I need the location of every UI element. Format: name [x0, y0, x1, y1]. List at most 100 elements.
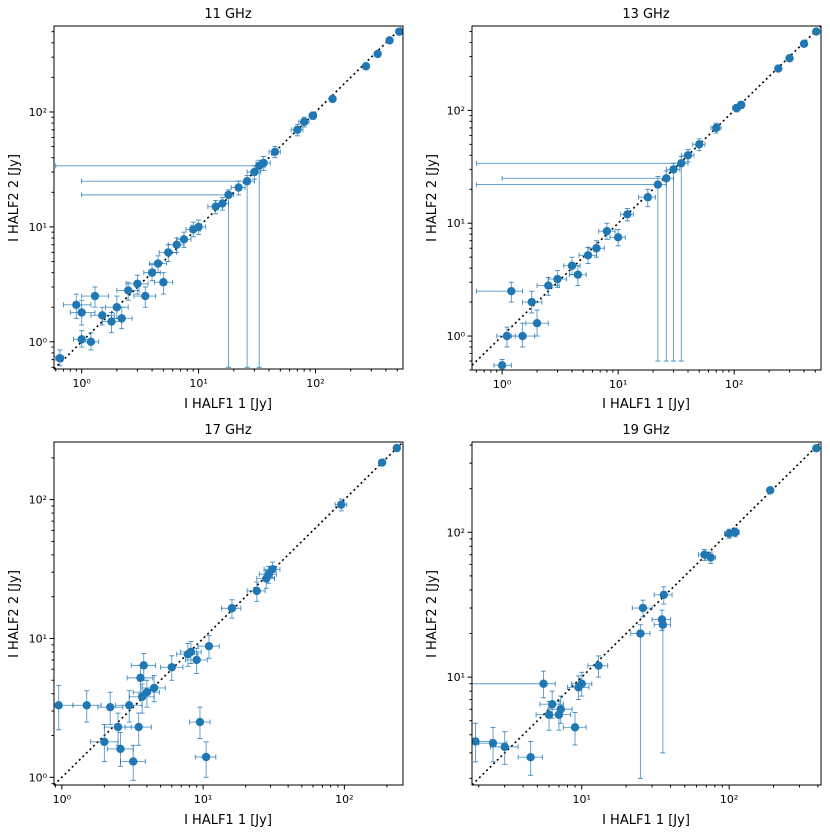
panel-title: 13 GHz: [622, 7, 670, 22]
y-tick-label: 10¹: [29, 221, 47, 234]
data-point: [602, 226, 612, 236]
panel-17ghz: 17 GHz 10⁰ 10¹ 10² 10⁰ 10¹ 10² I HALF1 1 [Jy]…: [7, 423, 404, 828]
data-point: [613, 233, 623, 242]
data-point: [507, 286, 516, 296]
x-tick-label: 10²: [725, 378, 743, 391]
data-point: [224, 190, 233, 200]
y-tick-label: 10¹: [447, 671, 465, 684]
y-axis-label: I HALF2 2 [Jy]: [425, 154, 440, 242]
data-point: [799, 39, 809, 48]
data-point: [116, 744, 125, 754]
plot-frame: [471, 441, 822, 786]
data-point: [142, 688, 152, 697]
data-point: [328, 94, 337, 104]
identity-line: [54, 442, 403, 785]
data-point: [623, 210, 632, 219]
data-point: [186, 647, 196, 657]
data-point: [706, 553, 715, 562]
x-axis-label: I HALF1 1 [Jy]: [184, 397, 272, 412]
data-point: [774, 64, 783, 73]
data-point: [658, 620, 668, 629]
data-point: [172, 240, 181, 249]
y-tick-label: 10²: [29, 106, 47, 119]
data-point: [488, 738, 498, 748]
data-point: [153, 259, 163, 268]
data-point: [234, 183, 243, 192]
data-point: [98, 311, 107, 320]
data-point: [712, 123, 721, 133]
plot-area: 10¹ 10² 10¹ 10²: [447, 441, 822, 806]
data-point: [502, 331, 512, 341]
data-point: [86, 337, 96, 347]
data-point: [100, 737, 109, 747]
data-point: [361, 62, 371, 71]
data-point: [141, 291, 150, 301]
data-point: [497, 361, 507, 370]
data-point: [149, 683, 159, 693]
x-tick-label: 10⁰: [72, 377, 91, 390]
data-point: [259, 158, 268, 168]
data-point: [211, 202, 220, 211]
data-point: [556, 705, 565, 714]
data-point: [594, 661, 603, 670]
data-point: [695, 140, 704, 149]
data-point: [134, 722, 143, 732]
x-tick-label: 10⁰: [493, 378, 512, 391]
data-point: [567, 261, 577, 270]
data-point: [662, 174, 671, 183]
y-tick-label: 10⁰: [447, 330, 466, 343]
data-point: [547, 700, 557, 709]
plot-area: 10⁰ 10¹ 10² 10⁰ 10¹ 10²: [29, 25, 404, 390]
panel-11ghz: 11 GHz 10⁰ 10¹ 10² 10⁰ 10¹ 10² I HALF1 1 [Jy]…: [7, 7, 404, 412]
data-layer: [472, 442, 821, 785]
y-axis-label: I HALF2 2 [Jy]: [7, 154, 22, 242]
data-point: [218, 199, 227, 208]
data-point: [125, 701, 134, 710]
data-point: [737, 100, 746, 110]
data-point: [526, 753, 535, 762]
data-point: [785, 54, 794, 63]
y-tick-label: 10⁰: [29, 336, 48, 349]
panel-title: 19 GHz: [622, 423, 670, 438]
data-point: [77, 308, 86, 317]
x-tick-label: 10¹: [609, 378, 627, 391]
data-point: [164, 248, 173, 257]
data-point: [812, 444, 821, 453]
data-layer: [472, 26, 821, 370]
data-point: [139, 661, 148, 670]
data-point: [106, 702, 115, 712]
data-point: [55, 354, 64, 363]
y-tick-label: 10²: [447, 104, 465, 117]
data-point: [731, 528, 740, 537]
data-point: [577, 679, 586, 688]
y-tick-label: 10²: [29, 494, 47, 507]
x-tick-label: 10¹: [573, 793, 591, 806]
plot-area: 10⁰ 10¹ 10² 10⁰ 10¹ 10²: [447, 25, 822, 391]
data-point: [82, 701, 91, 710]
data-point: [700, 550, 709, 559]
x-tick-label: 10¹: [189, 377, 207, 390]
x-axis-label: I HALF1 1 [Jy]: [602, 397, 690, 412]
data-point: [107, 317, 116, 326]
data-point: [592, 244, 601, 253]
y-tick-label: 10⁰: [29, 771, 48, 784]
data-point: [192, 655, 201, 665]
data-point: [252, 586, 262, 596]
y-tick-label: 10¹: [447, 217, 465, 230]
data-point: [195, 717, 205, 727]
data-point: [532, 318, 542, 328]
data-point: [683, 151, 693, 160]
data-point: [544, 281, 553, 290]
data-point: [373, 49, 382, 59]
plot-area: 10⁰ 10¹ 10² 10⁰ 10¹ 10²: [29, 441, 404, 806]
x-axis-label: I HALF1 1 [Jy]: [184, 813, 272, 828]
y-axis-label: I HALF2 2 [Jy]: [7, 570, 22, 658]
data-point: [123, 286, 133, 295]
identity-line: [472, 442, 821, 785]
data-layer: [54, 26, 403, 369]
data-point: [653, 180, 663, 189]
data-point: [268, 565, 277, 574]
data-point: [179, 235, 189, 244]
data-point: [392, 443, 401, 453]
data-point: [117, 314, 126, 323]
